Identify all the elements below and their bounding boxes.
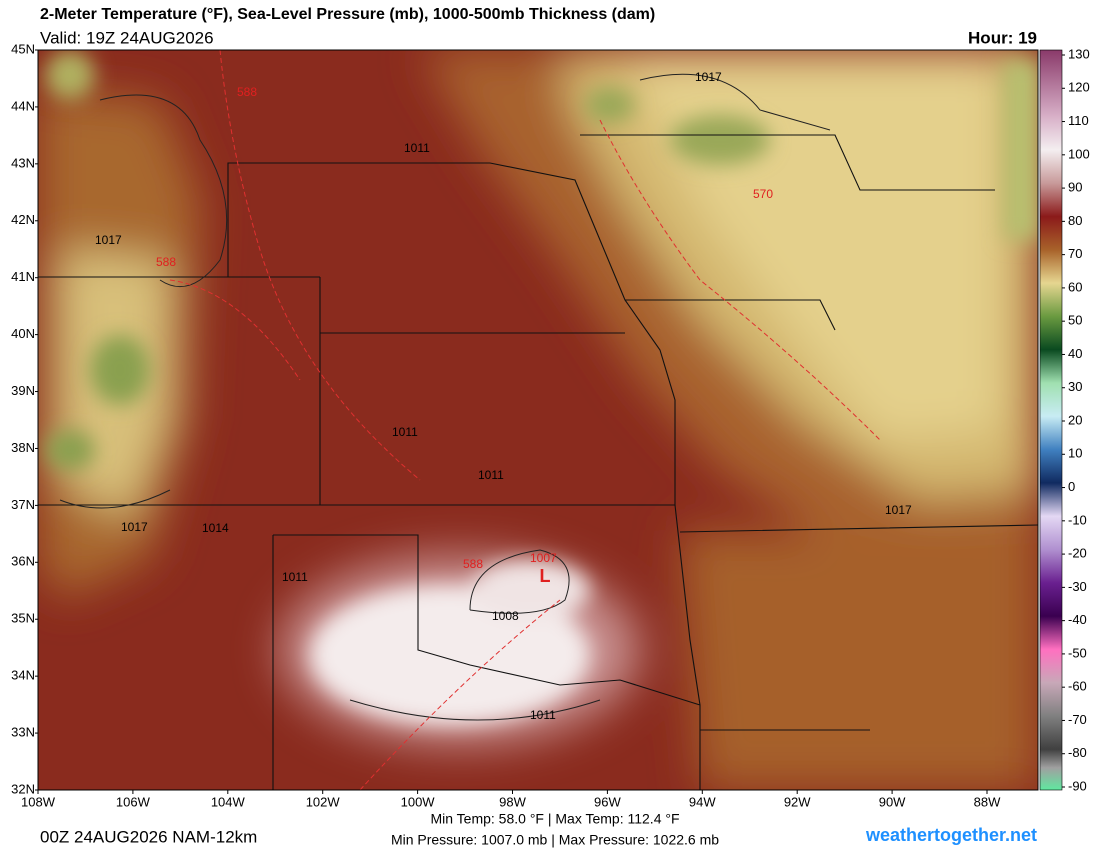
lat-label: 34N [11, 668, 35, 683]
colorbar-label: -50 [1068, 645, 1087, 660]
lat-label: 40N [11, 326, 35, 341]
lat-label: 38N [11, 440, 35, 455]
valid-time: Valid: 19Z 24AUG2026 [40, 28, 214, 47]
lon-label: 90W [879, 794, 906, 809]
contour-label: 1017 [695, 70, 722, 84]
colorbar-label: 70 [1068, 246, 1082, 261]
map-frame [37, 49, 1039, 791]
lat-label: 43N [11, 155, 35, 170]
colorbar-label: -20 [1068, 546, 1087, 561]
contour-label: 588 [156, 255, 176, 269]
contour-label: 1011 [392, 425, 418, 439]
contour-label: 1008 [492, 609, 519, 623]
colorbar-label: 30 [1068, 379, 1082, 394]
colorbar-label: 10 [1068, 446, 1082, 461]
lat-label: 37N [11, 497, 35, 512]
lon-label: 100W [401, 794, 436, 809]
model-run: 00Z 24AUG2026 NAM-12km [40, 827, 257, 846]
contour-label: 1014 [202, 521, 229, 535]
lon-label: 106W [116, 794, 151, 809]
temp-range: Min Temp: 58.0 °F | Max Temp: 112.4 °F [430, 811, 679, 827]
lat-label: 32N [11, 781, 35, 796]
lon-label: 104W [211, 794, 246, 809]
colorbar-label: -30 [1068, 579, 1087, 594]
colorbar-label: -10 [1068, 512, 1087, 527]
contour-label: 1011 [404, 141, 430, 155]
contour-label: 1011 [530, 708, 556, 722]
contour-label: 588 [237, 85, 257, 99]
lat-label: 35N [11, 611, 35, 626]
colorbar-label: 20 [1068, 412, 1082, 427]
colorbar [1039, 49, 1063, 791]
lon-label: 94W [689, 794, 716, 809]
lat-label: 41N [11, 269, 35, 284]
pressure-range: Min Pressure: 1007.0 mb | Max Pressure: … [391, 832, 719, 848]
colorbar-label: 90 [1068, 180, 1082, 195]
lon-label: 92W [784, 794, 811, 809]
colorbar-label: 100 [1068, 146, 1090, 161]
colorbar-label: -80 [1068, 745, 1087, 760]
lon-label: 102W [306, 794, 341, 809]
colorbar-label: 60 [1068, 279, 1082, 294]
colorbar-label: -40 [1068, 612, 1087, 627]
site-name: weathertogether.net [865, 825, 1037, 845]
forecast-hour: Hour: 19 [968, 28, 1037, 47]
contour-label: 1017 [885, 503, 912, 517]
colorbar-label: 110 [1068, 113, 1089, 128]
map-field [38, 50, 1038, 790]
colorbar-label: 40 [1068, 346, 1082, 361]
lat-label: 39N [11, 383, 35, 398]
low-marker: L [540, 566, 551, 586]
lon-label: 88W [974, 794, 1001, 809]
colorbar-label: -90 [1068, 778, 1087, 793]
colorbar-label: 120 [1068, 80, 1090, 95]
contour-label: 1011 [478, 468, 504, 482]
colorbar-label: 0 [1068, 479, 1075, 494]
lon-label: 96W [594, 794, 621, 809]
lat-label: 42N [11, 212, 35, 227]
contour-label: 1007 [530, 551, 557, 565]
contour-label: 570 [753, 187, 773, 201]
lat-label: 36N [11, 554, 35, 569]
lat-label: 45N [11, 41, 35, 56]
contour-label: 1017 [121, 520, 148, 534]
lat-label: 33N [11, 725, 35, 740]
colorbar-label: 130 [1068, 46, 1090, 61]
contour-label: 588 [463, 557, 483, 571]
lon-label: 108W [21, 794, 56, 809]
title: 2-Meter Temperature (°F), Sea-Level Pres… [40, 6, 655, 23]
lon-label: 98W [499, 794, 526, 809]
colorbar-label: -60 [1068, 679, 1087, 694]
colorbar-label: 80 [1068, 213, 1082, 228]
lat-label: 44N [11, 98, 35, 113]
colorbar-label: -70 [1068, 712, 1087, 727]
contour-label: 1017 [95, 233, 122, 247]
colorbar-label: 50 [1068, 313, 1082, 328]
contour-label: 1011 [282, 570, 308, 584]
